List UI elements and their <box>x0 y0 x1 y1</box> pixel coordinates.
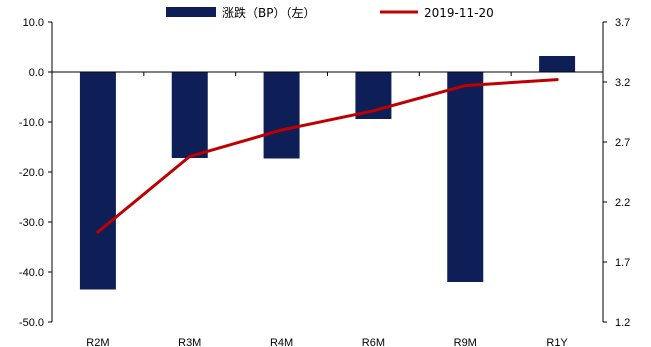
x-tick-label-r1y: R1Y <box>546 337 568 347</box>
y-right-tick-label: 1.2 <box>615 317 630 329</box>
bar-r1y <box>539 56 576 72</box>
line-series-2019-11-20 <box>96 78 559 234</box>
line-point-r3m <box>188 154 192 158</box>
x-tick-label-r3m: R3M <box>178 337 201 347</box>
bar-r2m <box>79 72 116 290</box>
line-point-r6m <box>371 109 375 113</box>
x-tick-label-r4m: R4M <box>270 337 293 347</box>
legend-bar-label: 涨跌（BP）（左） <box>222 5 315 20</box>
y-left-tick-label: -20.0 <box>19 167 44 179</box>
x-tick-label-r9m: R9M <box>454 337 477 347</box>
y-left-tick-label: -40.0 <box>19 267 44 279</box>
y-left-tick-label: 0.0 <box>29 67 44 79</box>
legend-line-label: 2019-11-20 <box>424 6 494 20</box>
legend-bar-swatch <box>166 7 216 17</box>
y-right-tick-label: 2.7 <box>615 137 630 149</box>
y-right-tick-label: 3.7 <box>615 17 630 29</box>
bar-r3m <box>171 72 208 158</box>
bar-r4m <box>263 72 300 159</box>
legend: 涨跌（BP）（左） 2019-11-20 <box>166 5 494 20</box>
line-point-r1y <box>555 78 559 82</box>
y-left-tick-label: 10.0 <box>23 17 44 29</box>
line-point-r2m <box>96 230 100 234</box>
line-point-r4m <box>280 128 284 132</box>
x-tick-label-r2m: R2M <box>86 337 109 347</box>
bar-r9m <box>447 72 484 282</box>
y-left-tick-label: -50.0 <box>19 317 44 329</box>
y-right-tick-label: 2.2 <box>615 197 630 209</box>
y-right-tick-label: 3.2 <box>615 77 630 89</box>
y-left-tick-label: -30.0 <box>19 217 44 229</box>
y-left-tick-label: -10.0 <box>19 117 44 129</box>
line-point-r9m <box>463 84 467 88</box>
plot-area: 10.0 0.0 -10.0 -20.0 -30.0 -40.0 -50.0 3.7 3.2 2.… <box>19 17 630 347</box>
y-right-tick-label: 1.7 <box>615 257 630 269</box>
x-tick-label-r6m: R6M <box>362 337 385 347</box>
